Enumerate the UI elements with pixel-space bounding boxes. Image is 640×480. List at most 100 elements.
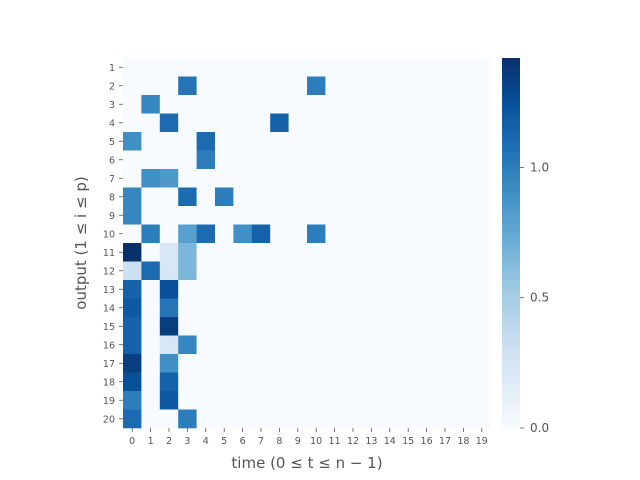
heatmap-cell-r9-c7 (251, 206, 271, 225)
heatmap-cell-r20-c1 (141, 409, 161, 429)
heatmap-cell-r15-c12 (343, 317, 363, 336)
heatmap-cell-r13-c1 (141, 280, 161, 299)
heatmap-cell-r14-c18 (454, 298, 473, 318)
heatmap-cell-r6-c2 (159, 150, 179, 170)
heatmap-cell-r20-c10 (307, 409, 326, 429)
heatmap-cell-r16-c17 (435, 335, 455, 355)
heatmap-cell-r16-c8 (270, 335, 289, 355)
heatmap-cell-r14-c14 (380, 298, 400, 318)
heatmap-cell-r6-c4 (196, 150, 216, 170)
heatmap-cell-r15-c19 (472, 317, 492, 336)
heatmap-cell-r2-c7 (251, 76, 271, 96)
heatmap-cell-r4-c14 (380, 113, 400, 133)
heatmap-cell-r8-c8 (270, 187, 289, 207)
heatmap-cell-r16-c2 (159, 335, 179, 355)
x-tick-label: 13 (365, 436, 377, 447)
x-tick-label: 5 (221, 436, 227, 447)
x-tick-label: 17 (439, 436, 451, 447)
colorbar-tick-label: 0.0 (530, 421, 549, 435)
x-tick-label: 10 (310, 436, 322, 447)
heatmap-cell-r1-c16 (417, 58, 437, 77)
heatmap-cell-r13-c16 (417, 280, 437, 299)
heatmap-cell-r13-c10 (307, 280, 326, 299)
heatmap-cell-r18-c8 (270, 372, 289, 392)
heatmap-cell-r12-c3 (178, 261, 197, 281)
heatmap-cell-r10-c18 (454, 224, 473, 244)
heatmap-cell-r13-c5 (215, 280, 234, 299)
heatmap-cell-r17-c18 (454, 354, 473, 373)
heatmap-cell-r8-c9 (288, 187, 308, 207)
heatmap-cell-r6-c13 (362, 150, 381, 170)
heatmap-cell-r7-c13 (362, 169, 381, 188)
x-tick-label: 0 (129, 436, 135, 447)
heatmap-cell-r19-c18 (454, 391, 473, 410)
heatmap-cell-r12-c0 (123, 261, 142, 281)
heatmap-cell-r15-c16 (417, 317, 437, 336)
y-tick-label: 13 (103, 285, 115, 296)
heatmap-cell-r14-c9 (288, 298, 308, 318)
heatmap-cell-r1-c1 (141, 58, 161, 77)
heatmap-cell-r20-c11 (325, 409, 345, 429)
y-axis-label: output (1 ≤ i ≤ p) (72, 176, 90, 309)
heatmap-cell-r7-c15 (399, 169, 418, 188)
heatmap-cell-r13-c14 (380, 280, 400, 299)
heatmap-cell-r10-c15 (399, 224, 418, 244)
heatmap-cell-r8-c17 (435, 187, 455, 207)
heatmap-cell-r17-c13 (362, 354, 381, 373)
heatmap-cell-r14-c12 (343, 298, 363, 318)
heatmap-cell-r12-c5 (215, 261, 234, 281)
x-tick-label: 19 (476, 436, 488, 447)
heatmap-cell-r7-c14 (380, 169, 400, 188)
heatmap-cell-r20-c7 (251, 409, 271, 429)
heatmap-cell-r20-c18 (454, 409, 473, 429)
y-tick-label: 17 (103, 359, 115, 370)
heatmap-cell-r5-c16 (417, 132, 437, 151)
heatmap-cell-r15-c9 (288, 317, 308, 336)
heatmap-cell-r5-c19 (472, 132, 492, 151)
heatmap-cell-r3-c11 (325, 95, 345, 114)
heatmap-cell-r9-c12 (343, 206, 363, 225)
heatmap-cell-r14-c6 (233, 298, 253, 318)
heatmap-cell-r17-c4 (196, 354, 216, 373)
heatmap-cell-r13-c15 (399, 280, 418, 299)
heatmap-cell-r15-c5 (215, 317, 234, 336)
heatmap-cell-r9-c8 (270, 206, 289, 225)
heatmap-cell-r4-c13 (362, 113, 381, 133)
heatmap-cell-r2-c0 (123, 76, 142, 96)
heatmap-cell-r13-c3 (178, 280, 197, 299)
heatmap-cell-r19-c10 (307, 391, 326, 410)
heatmap-cell-r18-c11 (325, 372, 345, 392)
heatmap-cell-r6-c8 (270, 150, 289, 170)
heatmap-cell-r10-c14 (380, 224, 400, 244)
heatmap-cell-r14-c1 (141, 298, 161, 318)
heatmap-cell-r6-c5 (215, 150, 234, 170)
heatmap-cell-r7-c18 (454, 169, 473, 188)
y-tick-label: 14 (103, 303, 115, 314)
heatmap-cell-r6-c17 (435, 150, 455, 170)
heatmap-cell-r13-c6 (233, 280, 253, 299)
heatmap-cell-r5-c8 (270, 132, 289, 151)
heatmap-cell-r8-c13 (362, 187, 381, 207)
heatmap-cell-r20-c12 (343, 409, 363, 429)
heatmap-cell-r19-c4 (196, 391, 216, 410)
y-tick-label: 18 (103, 377, 115, 388)
heatmap-cell-r11-c18 (454, 243, 473, 262)
heatmap-cell-r16-c0 (123, 335, 142, 355)
heatmap-cell-r7-c12 (343, 169, 363, 188)
heatmap-cell-r7-c5 (215, 169, 234, 188)
heatmap-cell-r19-c12 (343, 391, 363, 410)
x-tick-label: 8 (276, 436, 282, 447)
x-tick-label: 3 (184, 436, 190, 447)
heatmap-cell-r2-c18 (454, 76, 473, 96)
heatmap-cell-r4-c1 (141, 113, 161, 133)
heatmap-cell-r2-c15 (399, 76, 418, 96)
heatmap-cell-r8-c4 (196, 187, 216, 207)
heatmap-cell-r8-c1 (141, 187, 161, 207)
y-tick-label: 15 (103, 322, 115, 333)
heatmap-cell-r14-c16 (417, 298, 437, 318)
heatmap-cell-r17-c9 (288, 354, 308, 373)
heatmap-cell-r3-c19 (472, 95, 492, 114)
heatmap-cell-r2-c5 (215, 76, 234, 96)
heatmap-cell-r7-c6 (233, 169, 253, 188)
heatmap-cell-r2-c4 (196, 76, 216, 96)
